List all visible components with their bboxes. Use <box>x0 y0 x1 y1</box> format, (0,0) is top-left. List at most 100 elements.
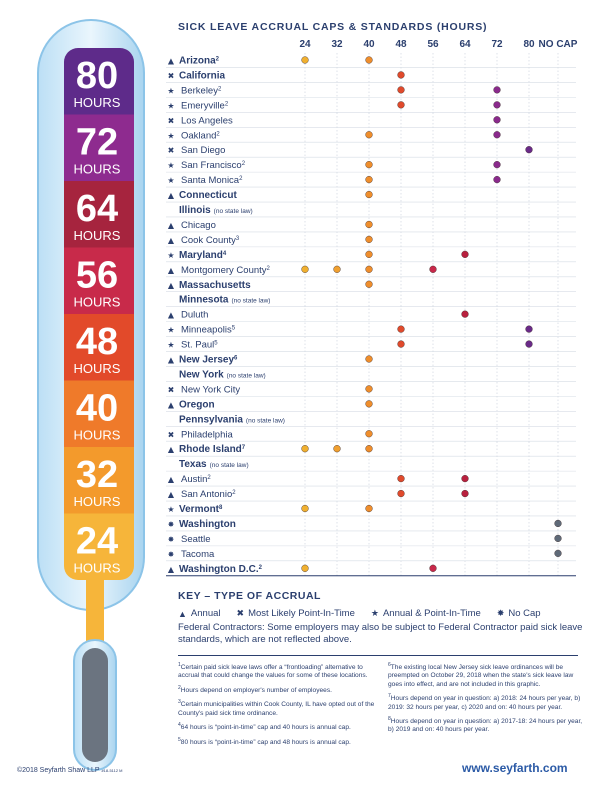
data-point-32 <box>333 265 341 273</box>
footnote: 1Certain paid sick leave laws offer a “f… <box>178 661 383 681</box>
data-point-40 <box>365 445 373 453</box>
row-label-text: Rhode Island <box>179 444 242 455</box>
row-label: Montgomery County2 <box>181 265 271 276</box>
data-point-48 <box>397 86 405 94</box>
row-label: St. Paul5 <box>181 340 218 351</box>
thermometer-band-80 <box>64 48 134 116</box>
row-label-text: Santa Monica <box>181 175 240 186</box>
thermometer-unit-72: HOURS <box>74 162 121 177</box>
row-label-text: Vermont <box>179 504 220 515</box>
data-point-80 <box>525 340 533 348</box>
key-symbol-icon: ▲ <box>178 608 187 619</box>
data-point-48 <box>397 101 405 109</box>
row-label-text: Minnesota <box>179 295 229 306</box>
column-header-80: 80 <box>523 39 535 50</box>
thermometer-unit-56: HOURS <box>74 295 121 310</box>
thermometer-unit-32: HOURS <box>74 494 121 509</box>
website-link[interactable]: www.seyfarth.com <box>462 761 568 775</box>
footnote-text: The existing local New Jersey sick leave… <box>388 664 574 688</box>
thermometer-band-56 <box>64 247 134 315</box>
row-footnote-ref: 2 <box>267 266 271 272</box>
footnotes-right: 6The existing local New Jersey sick leav… <box>388 661 588 738</box>
federal-contractors-note: Federal Contractors: Some employers may … <box>178 622 583 645</box>
row-label: Los Angeles <box>181 115 233 126</box>
data-point-48 <box>397 71 405 79</box>
data-point-72 <box>493 131 501 139</box>
data-point-48 <box>397 340 405 348</box>
data-point-24 <box>301 504 309 513</box>
row-note: (no state law) <box>227 372 266 379</box>
row-note: (no state law) <box>214 208 253 215</box>
row-label-text: Austin <box>181 474 207 485</box>
row-label: Oregon <box>179 399 215 410</box>
key-symbol-icon: ✸ <box>496 608 505 618</box>
data-point-40 <box>365 430 373 438</box>
row-footnote-ref: 5 <box>232 326 236 332</box>
data-point-40 <box>365 250 373 258</box>
data-point-48 <box>397 475 405 483</box>
row-label-text: Texas <box>179 459 207 470</box>
row-footnote-ref: 2 <box>207 475 211 481</box>
row-label: Arizona2 <box>179 56 220 67</box>
footnote-number: 7 <box>388 693 391 700</box>
row-label: New Jersey6 <box>179 355 238 366</box>
footnote: 6The existing local New Jersey sick leav… <box>388 661 588 689</box>
row-footnote-ref: 2 <box>232 490 236 496</box>
row-footnote-ref: 7 <box>242 445 246 451</box>
data-point-24 <box>301 445 309 453</box>
data-point-56 <box>429 265 437 273</box>
row-label-text: Minneapolis <box>181 325 232 336</box>
row-label: Pennsylvania (no state law) <box>179 414 285 425</box>
row-label: Emeryville2 <box>181 100 229 111</box>
data-point-40 <box>365 161 373 169</box>
footnote: 464 hours is “point-in-time” cap and 40 … <box>178 721 383 732</box>
key-symbol-icon: ★ <box>370 608 379 618</box>
column-header-32: 32 <box>331 39 343 50</box>
footnote: 7Hours depend on year in question: a) 20… <box>388 692 588 712</box>
row-footnote-ref: 2 <box>216 57 220 63</box>
key-label: No Cap <box>508 608 541 619</box>
row-label-text: Seattle <box>181 534 211 545</box>
thermometer-value-24: 24 <box>76 521 118 563</box>
row-label: Minneapolis5 <box>181 325 236 336</box>
row-footnote-ref: 3 <box>236 236 240 242</box>
row-label: Duluth <box>181 310 208 321</box>
key-label: Annual <box>190 608 221 619</box>
row-footnote-ref: 4 <box>223 251 227 257</box>
data-point-64 <box>461 475 469 483</box>
thermometer-unit-40: HOURS <box>74 428 121 443</box>
row-label-text: California <box>179 70 226 81</box>
thermometer-value-32: 32 <box>76 454 118 496</box>
key-symbol-icon: ✖ <box>236 608 245 618</box>
row-label: Connecticut <box>179 190 237 201</box>
row-footnote-ref: 2 <box>259 565 263 571</box>
row-label: Texas (no state law) <box>179 459 249 470</box>
data-point-72 <box>493 161 501 169</box>
footnote: 8Hours depend on year in question: a) 20… <box>388 715 588 735</box>
row-label: Cook County3 <box>181 235 240 246</box>
thermometer-band-48 <box>64 314 134 382</box>
data-point-40 <box>365 265 373 273</box>
row-label: Seattle <box>181 534 211 545</box>
footnote-text: Certain municipalities within Cook Count… <box>178 701 375 717</box>
data-point-no-cap <box>554 534 562 543</box>
data-point-40 <box>365 235 373 244</box>
footnote-text: Certain paid sick leave laws offer a “fr… <box>178 664 368 680</box>
row-label-text: New York <box>179 369 224 380</box>
row-label-text: New Jersey <box>179 355 234 366</box>
key-items: ▲ Annual ✖ Most Likely Point-In-Time ★ Annual… <box>178 608 598 619</box>
data-point-72 <box>493 86 501 94</box>
row-label-text: Emeryville <box>181 100 225 111</box>
row-note: (no state law) <box>231 298 270 305</box>
data-point-24 <box>301 564 309 572</box>
data-point-72 <box>493 116 501 124</box>
column-header-40: 40 <box>363 39 375 50</box>
row-label-text: New York City <box>181 384 240 395</box>
row-label-text: Illinois <box>179 205 211 216</box>
data-point-40 <box>365 280 373 288</box>
row-footnote-ref: 5 <box>214 341 218 347</box>
key-label: Most Likely Point-In-Time <box>248 608 355 619</box>
row-label: Santa Monica2 <box>181 175 243 186</box>
row-label-text: Pennsylvania <box>179 414 243 425</box>
row-label: San Diego <box>181 145 225 156</box>
